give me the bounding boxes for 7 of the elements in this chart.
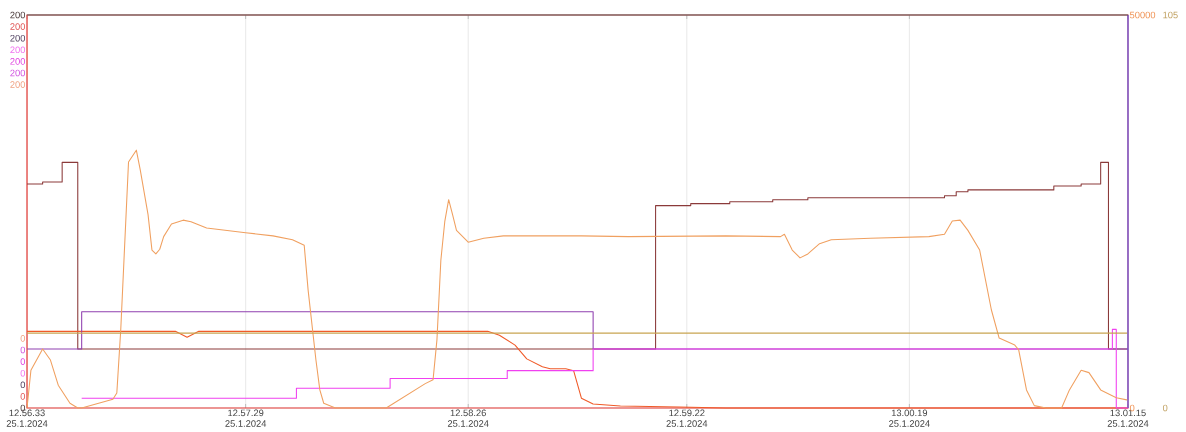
- y3-tick-label: 105: [1163, 11, 1178, 19]
- x-tick-label: 12.57.29 25.1.2024: [225, 409, 267, 427]
- x-tick-label: 13.00.19 25.1.2024: [889, 409, 930, 427]
- y3-tick-label: 0: [1162, 404, 1168, 412]
- y2-tick-label: 50000: [1129, 11, 1156, 19]
- x-tick-label: 12.58.26 25.1.2024: [447, 409, 489, 427]
- x-tick-label: 12.59.22 25.1.2024: [666, 409, 708, 427]
